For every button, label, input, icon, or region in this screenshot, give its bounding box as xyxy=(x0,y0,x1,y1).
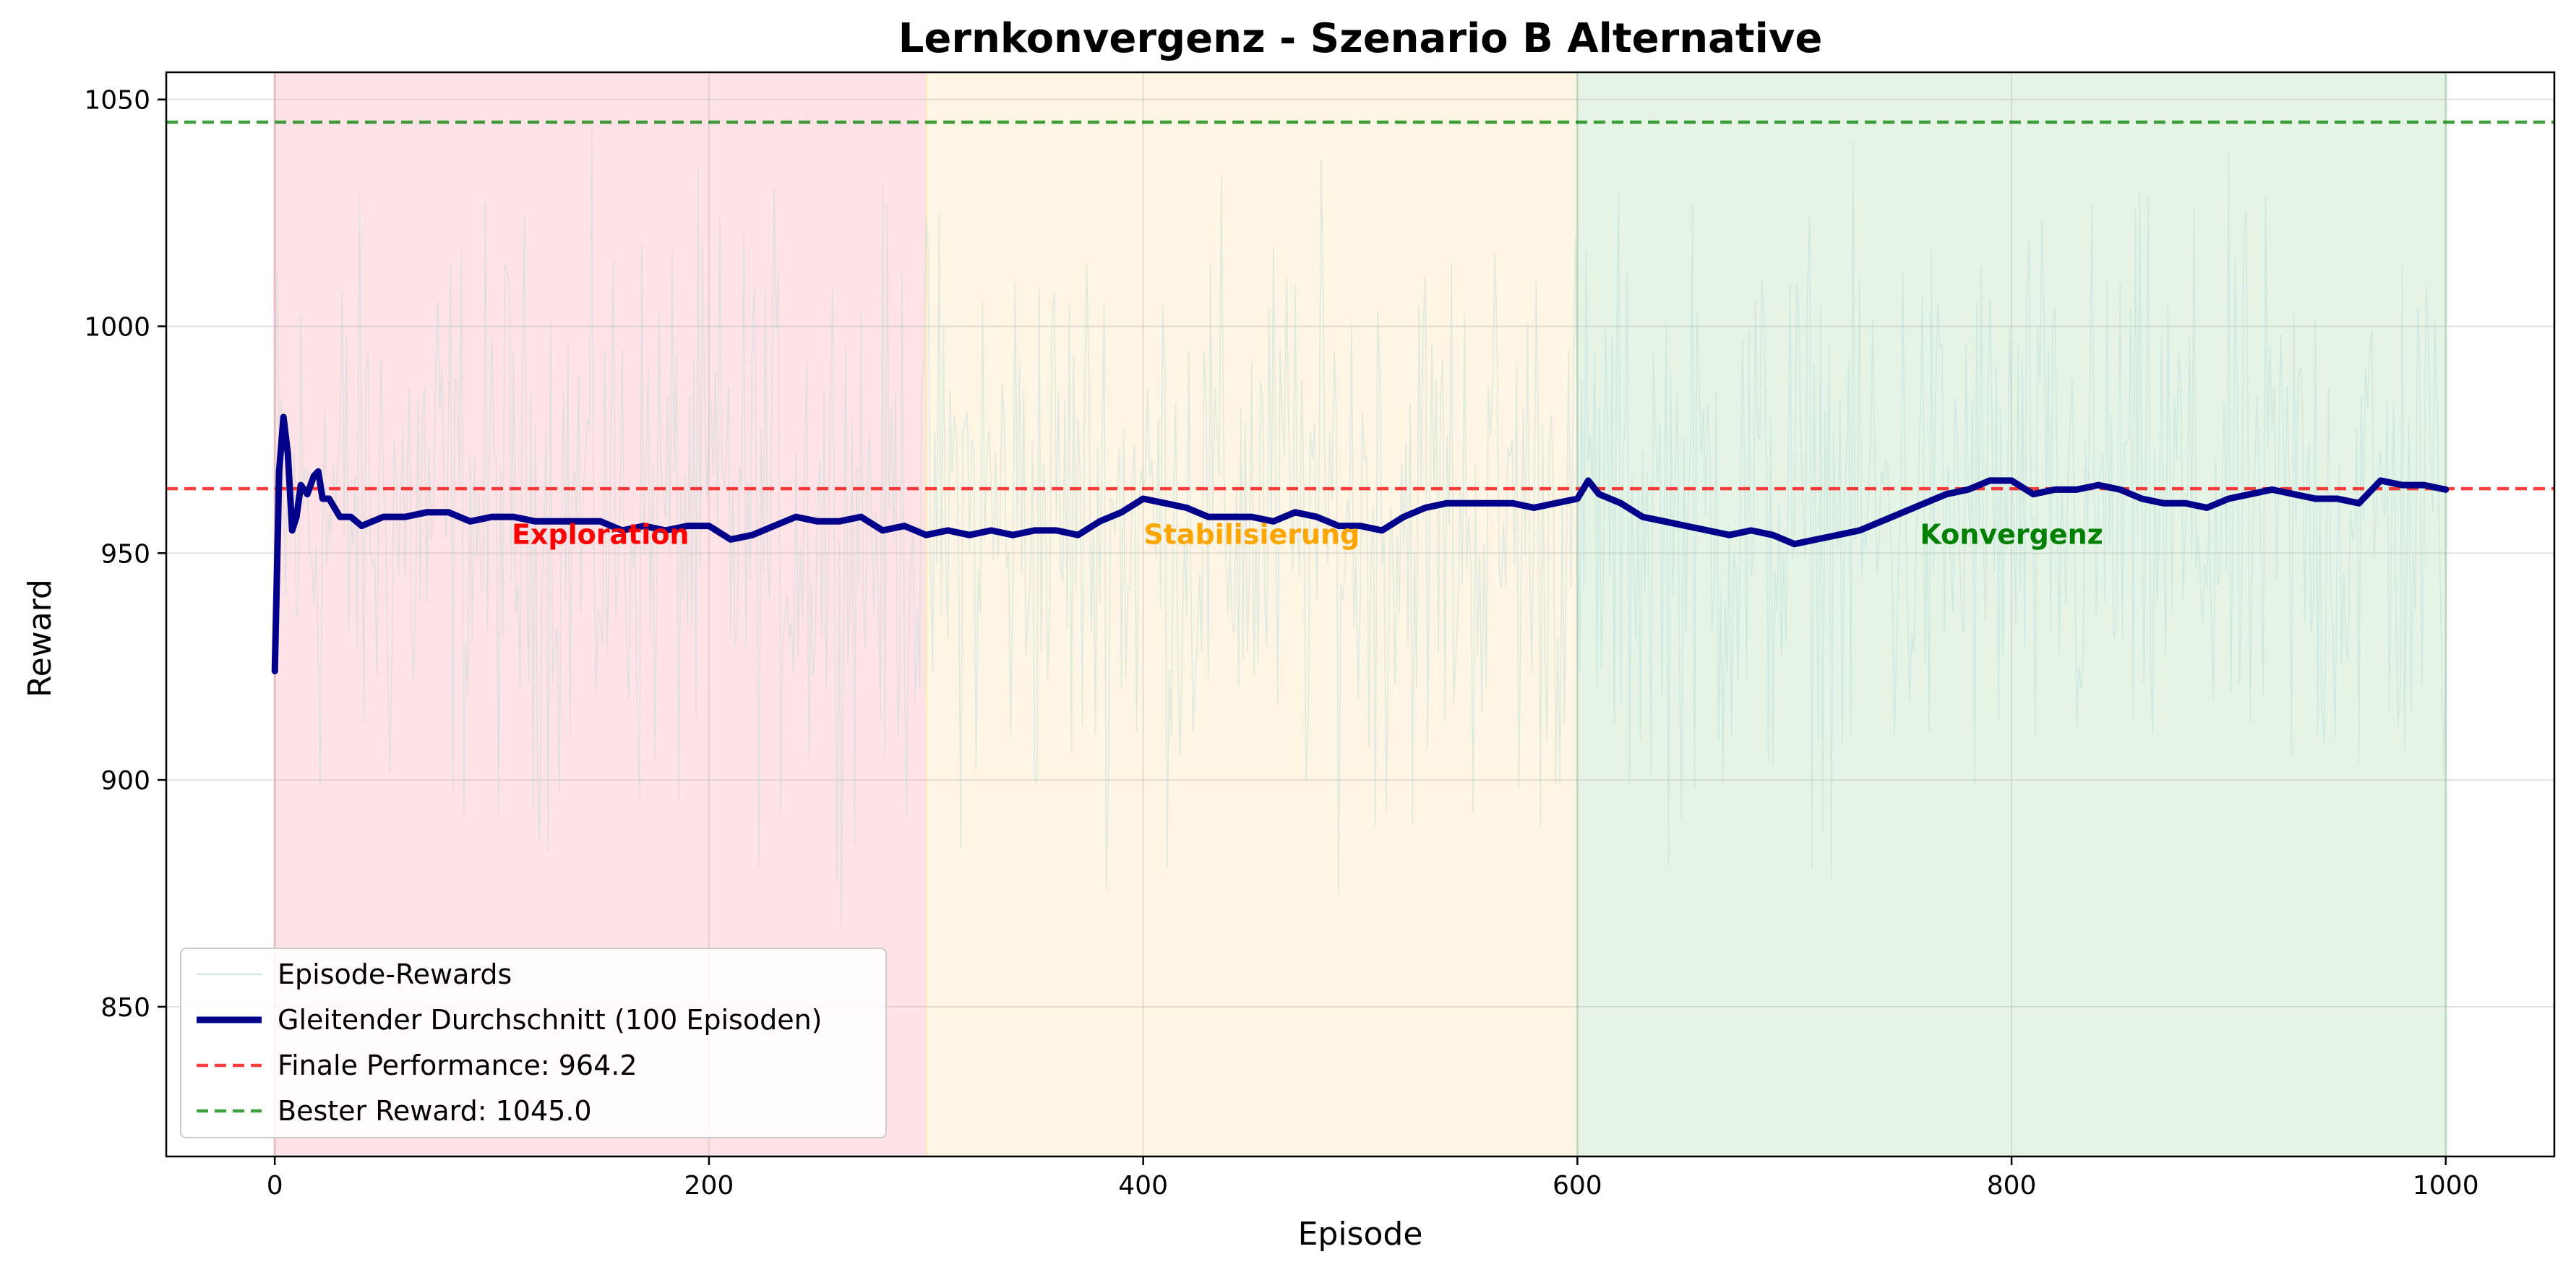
y-axis-title: Reward xyxy=(22,579,59,697)
phase-regions xyxy=(273,72,2447,1156)
legend-label-episode-rewards: Episode-Rewards xyxy=(278,958,512,990)
axis-ticks: 0 200 400 600 800 1000 850 900 950 1000 1050 xyxy=(84,86,2478,1201)
x-axis-title: Episode xyxy=(1298,1216,1423,1253)
legend-label-best-reward: Bester Reward: 1045.0 xyxy=(278,1095,592,1127)
moving-average-series xyxy=(271,413,2450,674)
y-tick-label: 1050 xyxy=(84,86,150,116)
reference-lines xyxy=(166,120,2554,491)
phase-region-konvergenz xyxy=(1577,72,2446,1156)
phase-label-stabilisierung: Stabilisierung xyxy=(1143,519,1360,551)
phase-label-konvergenz: Konvergenz xyxy=(1920,519,2103,551)
y-tick-label: 1000 xyxy=(84,312,150,342)
y-tick-label: 850 xyxy=(100,993,150,1023)
phase-region-stabilisierung xyxy=(926,72,1578,1156)
legend-label-moving-average: Gleitender Durchschnitt (100 Episoden) xyxy=(278,1004,823,1036)
x-tick-label: 400 xyxy=(1118,1171,1168,1201)
moving-average-line xyxy=(271,413,2450,674)
plot-frame xyxy=(165,71,2556,1158)
episode-rewards-series xyxy=(274,126,2447,930)
x-tick-label: 1000 xyxy=(2413,1171,2479,1201)
phase-labels: Exploration Stabilisierung Konvergenz xyxy=(512,519,2103,551)
chart-title: Lernkonvergenz - Szenario B Alternative xyxy=(898,15,1823,62)
episode-rewards-line xyxy=(274,126,2447,930)
y-tick-label: 900 xyxy=(100,766,150,796)
phase-label-exploration: Exploration xyxy=(512,519,690,551)
x-tick-label: 0 xyxy=(267,1171,283,1201)
x-tick-label: 600 xyxy=(1553,1171,1602,1201)
legend-box xyxy=(180,948,887,1138)
x-tick-label: 800 xyxy=(1987,1171,2037,1201)
legend-label-final-performance: Finale Performance: 964.2 xyxy=(278,1049,637,1081)
y-tick-label: 950 xyxy=(100,539,150,569)
x-tick-label: 200 xyxy=(684,1171,734,1201)
legend: Episode-Rewards Gleitender Durchschnitt … xyxy=(180,948,887,1138)
